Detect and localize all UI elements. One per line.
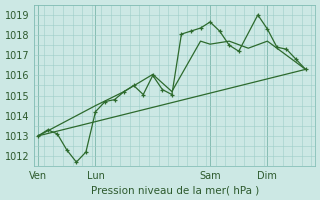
X-axis label: Pression niveau de la mer( hPa ): Pression niveau de la mer( hPa ): [91, 185, 259, 195]
